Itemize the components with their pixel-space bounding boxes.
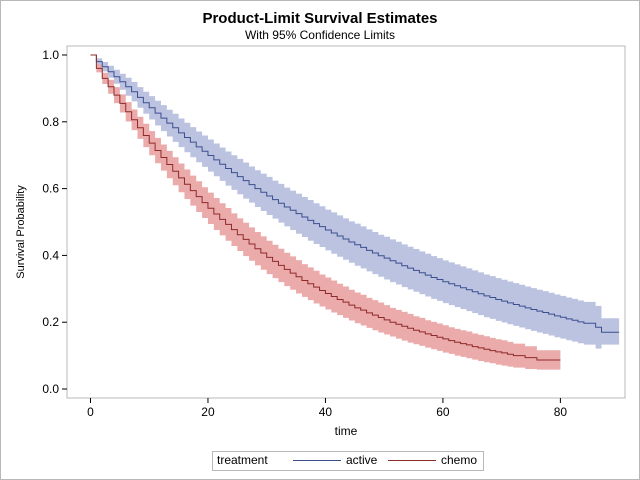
- axes: 0 20 40 60 80 0.0 0.2 0.4 0.6 0.8 1.0: [42, 48, 567, 419]
- legend: treatment active chemo: [212, 451, 484, 471]
- y-axis-label: Survival Probability: [15, 185, 27, 279]
- y-tick-label: 1.0: [42, 48, 59, 62]
- x-tick-label: 20: [201, 405, 215, 419]
- legend-line-active: [293, 460, 341, 461]
- survival-curves: [90, 54, 620, 361]
- survival-curve-active: [90, 54, 620, 333]
- legend-label-chemo: chemo: [441, 453, 478, 467]
- confidence-bands: [90, 55, 620, 370]
- legend-title: treatment: [217, 453, 268, 467]
- x-tick-label: 0: [87, 405, 94, 419]
- x-tick-label: 60: [436, 405, 450, 419]
- chart-title: Product-Limit Survival Estimates: [202, 10, 438, 27]
- y-tick-label: 0.4: [42, 248, 59, 262]
- legend-line-chemo: [388, 460, 436, 461]
- chart-subtitle: With 95% Confidence Limits: [244, 28, 396, 42]
- y-tick-label: 0.8: [42, 115, 59, 129]
- y-tick-label: 0.0: [42, 382, 59, 396]
- x-axis-label: time: [335, 424, 358, 438]
- survival-curve-chemo: [90, 54, 561, 361]
- plot-area: [66, 45, 626, 399]
- y-tick-label: 0.2: [42, 315, 59, 329]
- legend-label-active: active: [346, 453, 378, 467]
- x-tick-label: 80: [554, 405, 568, 419]
- x-tick-label: 40: [319, 405, 333, 419]
- confidence-band-active: [90, 55, 620, 349]
- y-tick-label: 0.6: [42, 182, 59, 196]
